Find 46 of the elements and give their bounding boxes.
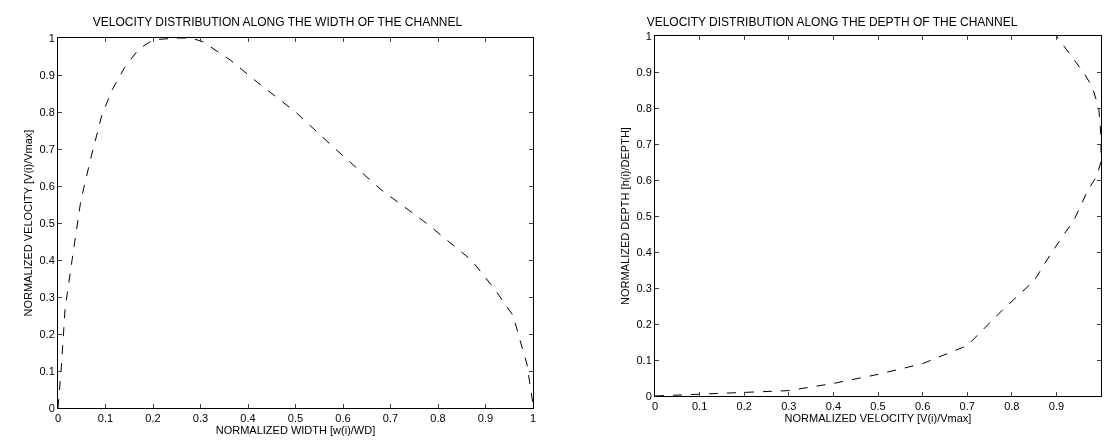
x-tick-label: 0.8	[430, 412, 446, 425]
x-tick-label: 0.5	[287, 412, 304, 425]
x-tick-label: 0.6	[914, 400, 931, 413]
y-tick-label: 0.4	[39, 253, 55, 266]
x-axis-title: NORMALIZED VELOCITY [V(i)/Vmax]	[784, 412, 972, 425]
y-tick-label: 0.8	[39, 105, 55, 118]
x-tick-label: 0.4	[825, 400, 842, 413]
y-axis-title: NORMALIZED VELOCITY [V(i)/Vmax]	[22, 129, 35, 317]
y-tick-label: 0.7	[636, 137, 652, 150]
y-tick-label: 0	[645, 389, 652, 402]
chart-title: VELOCITY DISTRIBUTION ALONG THE DEPTH OF THE CHANNEL	[646, 15, 1018, 30]
y-tick-label: 0.2	[636, 317, 652, 330]
y-tick-label: 0.2	[39, 327, 55, 340]
y-tick-label: 0.3	[636, 281, 652, 294]
y-tick-label: 1	[645, 29, 652, 42]
y-tick-label: 0.1	[636, 353, 652, 366]
x-tick-label: 0.3	[781, 400, 797, 413]
y-tick-label: 0.4	[636, 245, 652, 258]
x-tick-label: 0.5	[870, 400, 886, 413]
x-tick-label: 0.7	[959, 400, 975, 413]
y-tick-label: 0.3	[39, 290, 55, 303]
x-tick-label: 0.6	[335, 412, 351, 425]
y-tick-label: 0.5	[636, 209, 652, 222]
y-tick-label: 0.8	[636, 101, 652, 114]
y-tick-label: 0.6	[636, 173, 652, 186]
x-axis-title: NORMALIZED WIDTH [w(i)/WD]	[215, 424, 376, 437]
x-tick-label: 0.1	[97, 412, 114, 425]
x-tick-label: 0.9	[1048, 400, 1065, 413]
x-tick-label: 0.2	[736, 400, 752, 413]
x-tick-label: 0.2	[145, 412, 161, 425]
y-tick-label: 0.9	[636, 65, 652, 78]
x-tick-label: 0.9	[477, 412, 494, 425]
x-tick-label: 1	[529, 412, 537, 425]
y-tick-label: 0.9	[39, 68, 55, 81]
x-tick-label: 0.8	[1004, 400, 1020, 413]
y-tick-label: 1	[48, 31, 55, 44]
y-tick-label: 0.7	[39, 142, 55, 155]
x-tick-label: 0.7	[382, 412, 399, 425]
y-tick-label: 0.6	[39, 179, 55, 192]
y-axis-title: NORMALIZED DEPTH [h(i)/DEPTH]	[619, 127, 632, 305]
y-tick-label: 0.5	[39, 216, 55, 229]
chart-title: VELOCITY DISTRIBUTION ALONG THE WIDTH OF THE CHANNEL	[92, 15, 463, 30]
x-tick-label: 0.1	[691, 400, 708, 413]
x-tick-label: 0.4	[240, 412, 256, 425]
y-tick-label: 0.1	[39, 364, 55, 377]
x-tick-label: 0.3	[192, 412, 209, 425]
